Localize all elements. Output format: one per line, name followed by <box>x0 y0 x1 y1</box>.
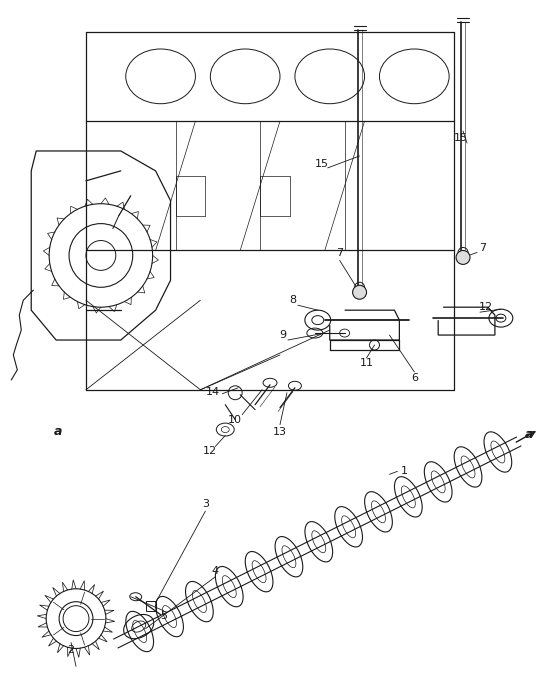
Text: 7: 7 <box>479 243 487 254</box>
Text: 14: 14 <box>206 387 221 397</box>
Text: 6: 6 <box>411 373 418 383</box>
Text: 4: 4 <box>212 566 219 576</box>
Text: a: a <box>525 428 533 441</box>
Bar <box>145 601 155 610</box>
Text: 8: 8 <box>289 295 296 305</box>
Text: a: a <box>54 425 62 438</box>
Text: 5: 5 <box>160 610 167 621</box>
Text: 11: 11 <box>359 358 373 368</box>
Text: 9: 9 <box>279 330 286 340</box>
Text: 15: 15 <box>454 133 468 143</box>
Circle shape <box>353 285 367 299</box>
Text: 13: 13 <box>273 426 287 437</box>
Text: 15: 15 <box>315 159 329 169</box>
Text: 1: 1 <box>401 466 408 476</box>
Text: 2: 2 <box>67 646 75 655</box>
Text: 12: 12 <box>479 302 493 312</box>
Circle shape <box>456 251 470 265</box>
Text: 12: 12 <box>204 446 217 456</box>
Text: 7: 7 <box>336 249 343 258</box>
Text: 10: 10 <box>228 415 242 424</box>
Text: 3: 3 <box>202 500 209 509</box>
